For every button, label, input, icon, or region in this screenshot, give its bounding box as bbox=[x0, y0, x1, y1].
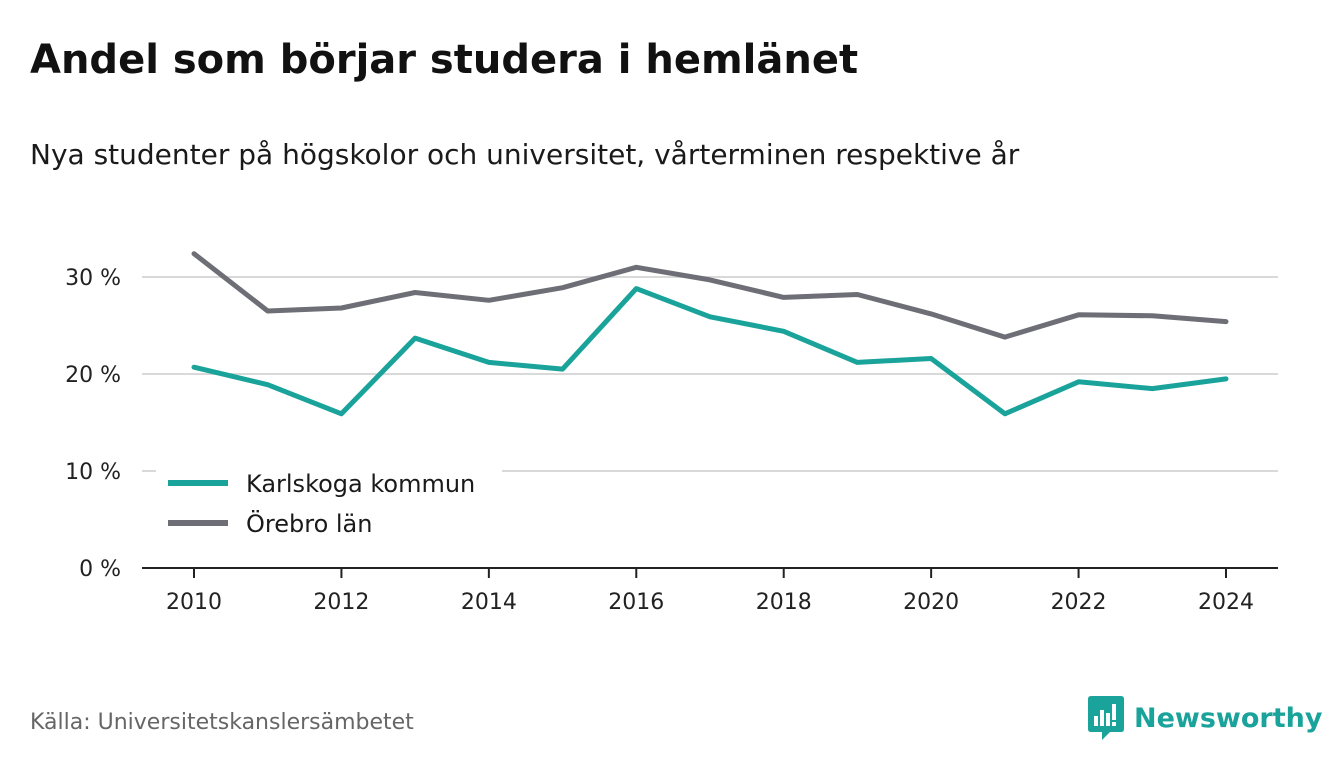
y-tick-label: 10 % bbox=[65, 460, 121, 485]
x-tick-label: 2022 bbox=[1051, 590, 1107, 615]
series-lines bbox=[191, 251, 1229, 417]
legend-background bbox=[156, 460, 502, 550]
brand-name: Newsworthy bbox=[1134, 702, 1323, 734]
legend-label-0: Karlskoga kommun bbox=[246, 470, 475, 498]
x-tick-label: 2020 bbox=[903, 590, 959, 615]
x-tick-label: 2014 bbox=[461, 590, 517, 615]
x-tick-label: 2018 bbox=[756, 590, 812, 615]
line-chart: 0 % 10 % 20 % 30 % 2010 2012 2014 2016 2018 2020… bbox=[65, 251, 1278, 615]
legend: Karlskoga kommun Örebro län bbox=[156, 460, 502, 550]
chart-subtitle: Nya studenter på högskolor och universit… bbox=[30, 138, 1020, 171]
x-axis-ticks: 2010 2012 2014 2016 2018 2020 2022 2024 bbox=[166, 568, 1254, 615]
y-tick-label: 30 % bbox=[65, 266, 121, 291]
y-tick-label: 0 % bbox=[79, 557, 121, 582]
legend-label-1: Örebro län bbox=[246, 509, 372, 538]
x-tick-label: 2024 bbox=[1198, 590, 1254, 615]
brand-logo[interactable]: Newsworthy bbox=[1088, 696, 1322, 740]
source-note: Källa: Universitetskanslersämbetet bbox=[30, 710, 414, 735]
gridlines bbox=[142, 276, 1278, 472]
x-tick-label: 2010 bbox=[166, 590, 222, 615]
series-line-0 bbox=[191, 286, 1229, 417]
chart-title: Andel som börjar studera i hemlänet bbox=[30, 37, 859, 83]
y-tick-label: 20 % bbox=[65, 363, 121, 388]
x-tick-label: 2012 bbox=[313, 590, 369, 615]
series-line-1 bbox=[191, 251, 1229, 340]
x-tick-label: 2016 bbox=[608, 590, 664, 615]
newsworthy-logo-icon bbox=[1088, 696, 1124, 740]
y-axis-ticks: 0 % 10 % 20 % 30 % bbox=[65, 266, 121, 582]
